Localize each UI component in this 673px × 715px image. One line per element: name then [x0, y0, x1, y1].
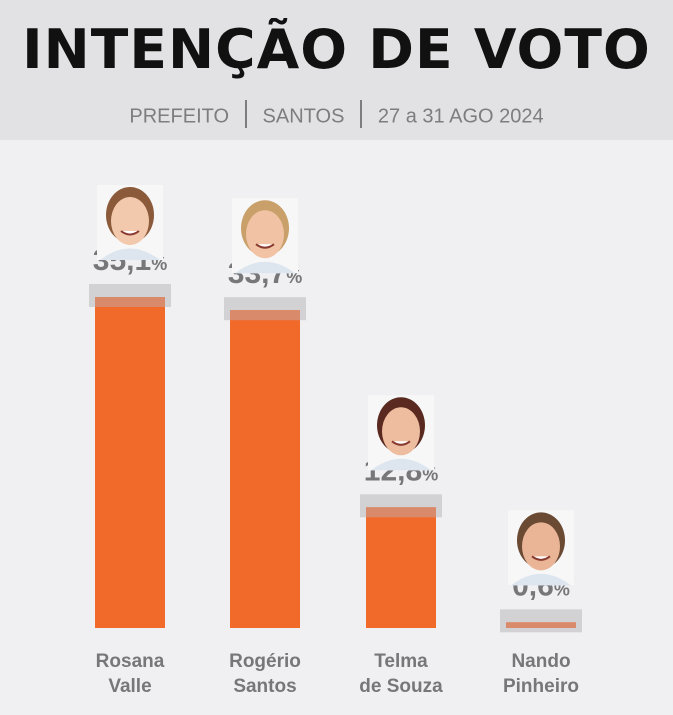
bar-top — [230, 310, 300, 321]
portrait-shoulders — [100, 248, 160, 261]
subtitle: PREFEITO SANTOS 27 a 31 AGO 2024 — [0, 100, 673, 131]
portrait-shoulders — [511, 573, 571, 586]
divider — [360, 100, 362, 128]
portrait-face — [522, 522, 560, 571]
bar — [230, 310, 300, 628]
portrait-shoulders — [235, 261, 295, 274]
category-label: Rogério — [229, 651, 301, 672]
bar-cap — [500, 609, 582, 633]
divider — [245, 100, 247, 128]
header: INTENÇÃO DE VOTO PREFEITO SANTOS 27 a 31 A… — [0, 0, 673, 140]
portrait-face — [111, 197, 149, 246]
category-label: Pinheiro — [503, 676, 579, 697]
category-label: Telma — [374, 651, 428, 672]
subtitle-date: 27 a 31 AGO 2024 — [377, 105, 544, 128]
bar-top — [366, 507, 436, 518]
bar — [95, 297, 165, 628]
bar-top — [506, 622, 576, 628]
portrait-smile — [531, 555, 551, 561]
bar-top — [95, 297, 165, 308]
portrait-smile — [255, 243, 275, 249]
portrait-shoulders — [371, 458, 431, 471]
subtitle-office: PREFEITO — [129, 105, 230, 128]
category-label: Rosana — [96, 651, 165, 672]
portrait-smile — [120, 230, 140, 236]
chart-title: INTENÇÃO DE VOTO — [22, 18, 651, 81]
subtitle-city: SANTOS — [262, 105, 345, 128]
category-label: de Souza — [359, 676, 443, 697]
portrait-face — [246, 210, 284, 259]
category-label: Nando — [511, 651, 570, 672]
category-label: Valle — [108, 676, 151, 697]
bar — [366, 507, 436, 628]
portrait-smile — [391, 440, 411, 446]
category-label: Santos — [233, 676, 296, 697]
portrait-face — [382, 407, 420, 456]
